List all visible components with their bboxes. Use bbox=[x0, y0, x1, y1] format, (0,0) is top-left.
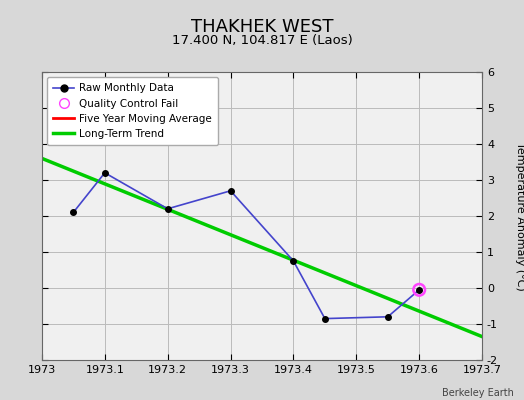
Text: 17.400 N, 104.817 E (Laos): 17.400 N, 104.817 E (Laos) bbox=[172, 34, 352, 47]
Legend: Raw Monthly Data, Quality Control Fail, Five Year Moving Average, Long-Term Tren: Raw Monthly Data, Quality Control Fail, … bbox=[47, 77, 219, 145]
Text: Berkeley Earth: Berkeley Earth bbox=[442, 388, 514, 398]
Point bbox=[415, 286, 423, 293]
Text: THAKHEK WEST: THAKHEK WEST bbox=[191, 18, 333, 36]
Y-axis label: Temperature Anomaly (°C): Temperature Anomaly (°C) bbox=[515, 142, 524, 290]
